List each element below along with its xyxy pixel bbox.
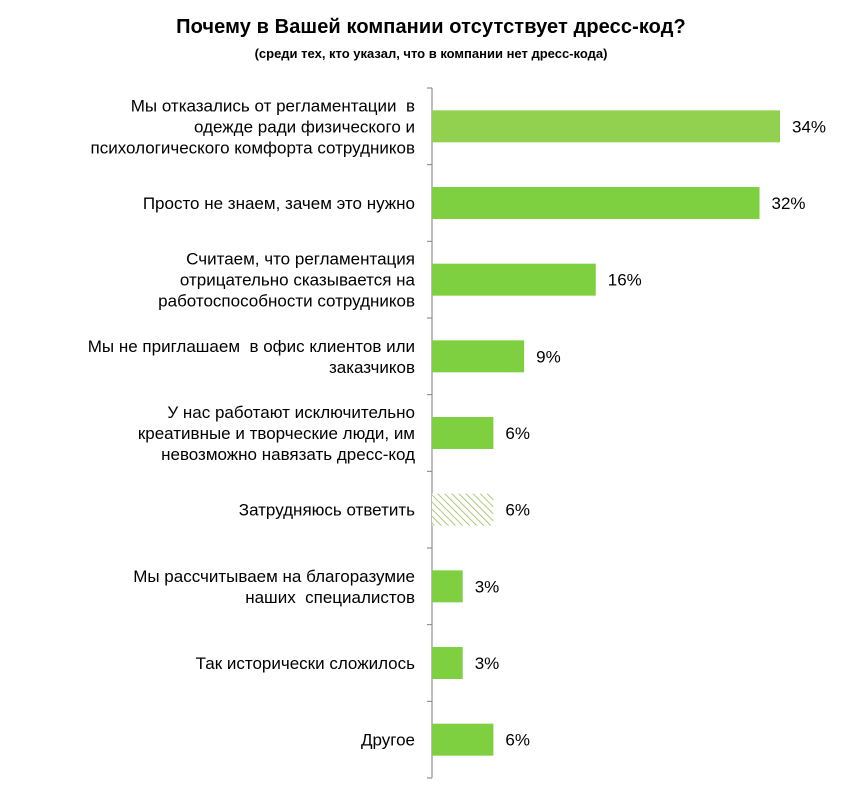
- category-label-line: Мы рассчитываем на благоразумие: [133, 567, 415, 586]
- category-label-line: заказчиков: [329, 358, 415, 377]
- bar: [432, 417, 494, 449]
- data-label: 6%: [505, 424, 530, 443]
- bar: [432, 723, 494, 756]
- bar: [432, 493, 494, 526]
- data-label: 34%: [792, 117, 826, 136]
- category-label-line: невозможно навязать дресс-код: [161, 445, 415, 464]
- data-label: 6%: [505, 501, 530, 520]
- data-label: 16%: [608, 271, 642, 290]
- data-label: 6%: [505, 731, 530, 750]
- data-label: 32%: [772, 194, 806, 213]
- category-label: Мы отказались от регламентации в одежде р…: [91, 96, 416, 157]
- category-label-line: психологического комфорта сотрудников: [91, 138, 416, 157]
- data-label: 3%: [475, 577, 500, 596]
- data-label: 9%: [536, 347, 561, 366]
- chart-subtitle: (среди тех, кто указал, что в компании н…: [254, 46, 608, 61]
- category-label-line: Затрудняюсь ответить: [239, 501, 415, 520]
- category-label-line: отрицательно сказывается на: [180, 271, 416, 290]
- category-label-line: Так исторически сложилось: [196, 654, 416, 673]
- category-label-line: Мы отказались от регламентации в: [131, 96, 415, 115]
- bar: [432, 570, 463, 603]
- category-label-line: наших специалистов: [245, 588, 415, 607]
- category-label-line: креативные и творческие люди, им: [138, 424, 415, 443]
- category-label-line: Считаем, что регламентация: [186, 250, 415, 269]
- chart-title: Почему в Вашей компании отсутствует дрес…: [176, 16, 686, 38]
- category-label-line: Мы не приглашаем в офис клиентов или: [88, 337, 415, 356]
- category-label: У нас работают исключительно креативные и…: [138, 403, 415, 464]
- bar: [432, 110, 780, 143]
- data-label: 3%: [475, 654, 500, 673]
- category-label-line: работоспособности сотрудников: [158, 292, 415, 311]
- category-label-line: Другое: [361, 731, 415, 750]
- category-label: Так исторически сложилось: [196, 654, 416, 673]
- category-label: Мы рассчитываем на благоразумие наших спе…: [133, 567, 415, 607]
- category-label: Другое: [361, 731, 415, 750]
- category-label: Считаем, что регламентация отрицательно с…: [158, 250, 415, 311]
- bar: [432, 340, 525, 373]
- category-label-line: одежде ради физического и: [194, 117, 415, 136]
- category-label: Затрудняюсь ответить: [239, 501, 415, 520]
- bar: [432, 263, 596, 296]
- bar: [432, 187, 760, 219]
- category-label: Просто не знаем, зачем это нужно: [143, 194, 415, 213]
- category-label: Мы не приглашаем в офис клиентов или зака…: [88, 337, 415, 377]
- category-label-line: У нас работают исключительно: [167, 403, 415, 422]
- category-label-line: Просто не знаем, зачем это нужно: [143, 194, 415, 213]
- bar: [432, 647, 463, 679]
